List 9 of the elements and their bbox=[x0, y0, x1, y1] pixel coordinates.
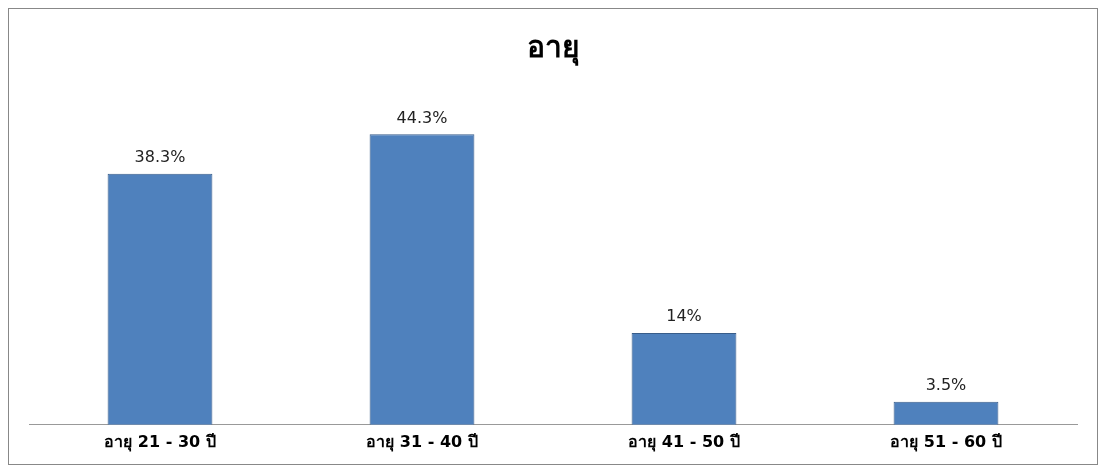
data-label: 3.5% bbox=[925, 375, 967, 395]
data-label: 38.3% bbox=[134, 146, 186, 166]
x-tick-label: อายุ 41 - 50 ปี bbox=[628, 431, 740, 452]
data-label: 44.3% bbox=[396, 107, 448, 127]
data-label: 14% bbox=[666, 306, 702, 326]
x-tick-label: อายุ 31 - 40 ปี bbox=[366, 431, 478, 452]
x-tick-label: อายุ 51 - 60 ปี bbox=[890, 431, 1002, 452]
x-tick-label: อายุ 21 - 30 ปี bbox=[104, 431, 216, 452]
chart-title: อายุ bbox=[526, 28, 580, 66]
